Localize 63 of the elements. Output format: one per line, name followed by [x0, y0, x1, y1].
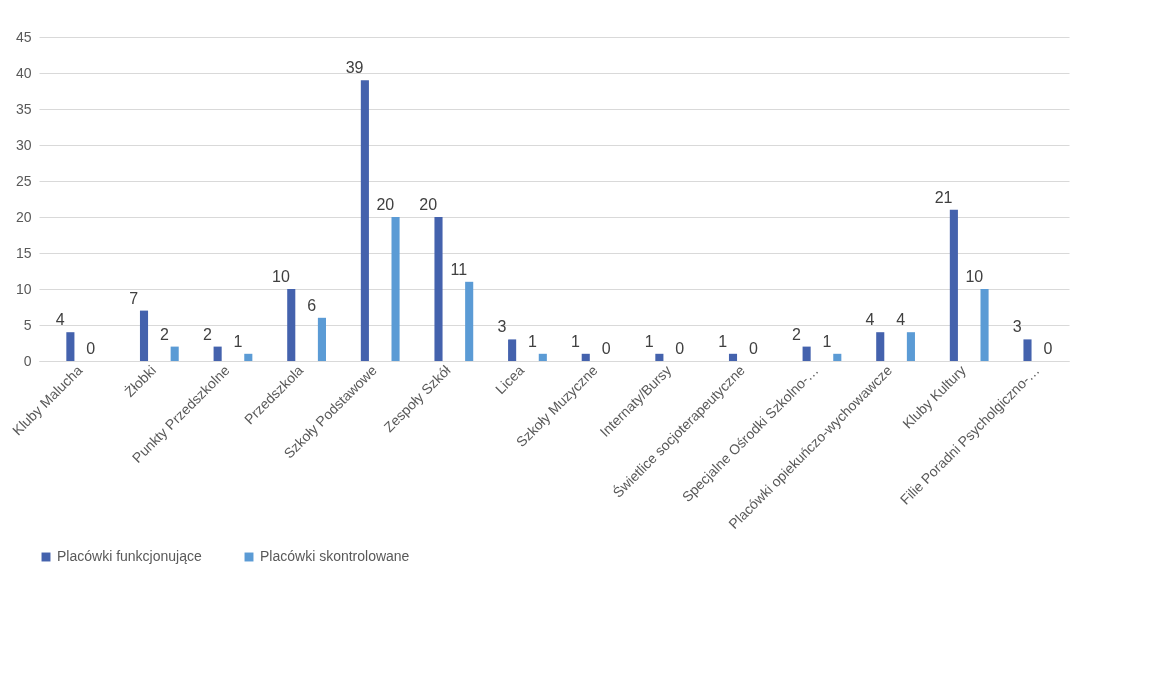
bar: [170, 346, 179, 361]
data-label: 3: [497, 318, 507, 336]
y-tick-label: 5: [23, 316, 32, 333]
bar: [66, 332, 75, 361]
data-label: 1: [233, 332, 243, 350]
data-label: 6: [307, 296, 317, 314]
bar: [213, 346, 222, 361]
data-label: 21: [934, 188, 953, 206]
bar: [802, 346, 811, 361]
data-label: 4: [55, 311, 65, 329]
bar: [538, 353, 547, 361]
data-label: 4: [865, 311, 875, 329]
y-tick-label: 0: [23, 352, 32, 369]
bar: [655, 353, 664, 361]
data-label: 2: [791, 325, 801, 343]
data-label: 11: [450, 260, 468, 278]
data-label: 0: [1043, 340, 1053, 357]
data-label: 20: [419, 196, 438, 213]
bar: [434, 217, 443, 361]
data-label: 3: [1012, 318, 1022, 336]
legend-label: Placówki funkcjonujące: [57, 548, 202, 564]
data-label: 0: [675, 340, 685, 357]
data-label: 20: [376, 196, 395, 213]
data-label: 0: [601, 340, 611, 357]
data-label: 2: [202, 325, 212, 343]
bar: [465, 281, 474, 361]
bar: [287, 289, 296, 361]
data-label: 1: [528, 332, 538, 350]
y-tick-label: 15: [15, 244, 32, 261]
y-tick-label: 45: [15, 28, 32, 45]
data-label: 1: [718, 332, 728, 350]
bar: [1023, 339, 1032, 361]
y-tick-label: 40: [15, 64, 32, 81]
bar: [244, 353, 253, 361]
y-tick-label: 35: [15, 100, 32, 117]
data-label: 7: [129, 289, 139, 307]
y-tick-label: 20: [15, 208, 32, 225]
y-tick-label: 30: [15, 136, 32, 153]
data-label: 0: [748, 340, 758, 357]
bar: [876, 332, 885, 361]
data-label: 1: [822, 332, 832, 350]
bar: [581, 353, 590, 361]
data-label: 0: [86, 340, 96, 357]
data-label: 10: [272, 268, 290, 285]
data-label: 2: [159, 325, 169, 343]
data-label: 1: [571, 332, 581, 350]
bar: [949, 209, 958, 361]
y-tick-label: 25: [15, 172, 32, 189]
bar: [508, 339, 517, 361]
legend-label: Placówki skontrolowane: [260, 548, 410, 564]
data-label: 4: [896, 311, 906, 329]
data-label: 10: [965, 268, 984, 285]
bar: [728, 353, 738, 361]
bar: [391, 217, 400, 361]
bar: [833, 353, 842, 361]
bar: [906, 332, 915, 361]
bar: [139, 310, 149, 361]
bar: [317, 317, 326, 361]
data-label: 39: [345, 59, 364, 77]
bar: [980, 289, 989, 361]
bar: [360, 80, 369, 361]
y-tick-label: 10: [15, 280, 32, 297]
data-label: 1: [644, 332, 654, 350]
